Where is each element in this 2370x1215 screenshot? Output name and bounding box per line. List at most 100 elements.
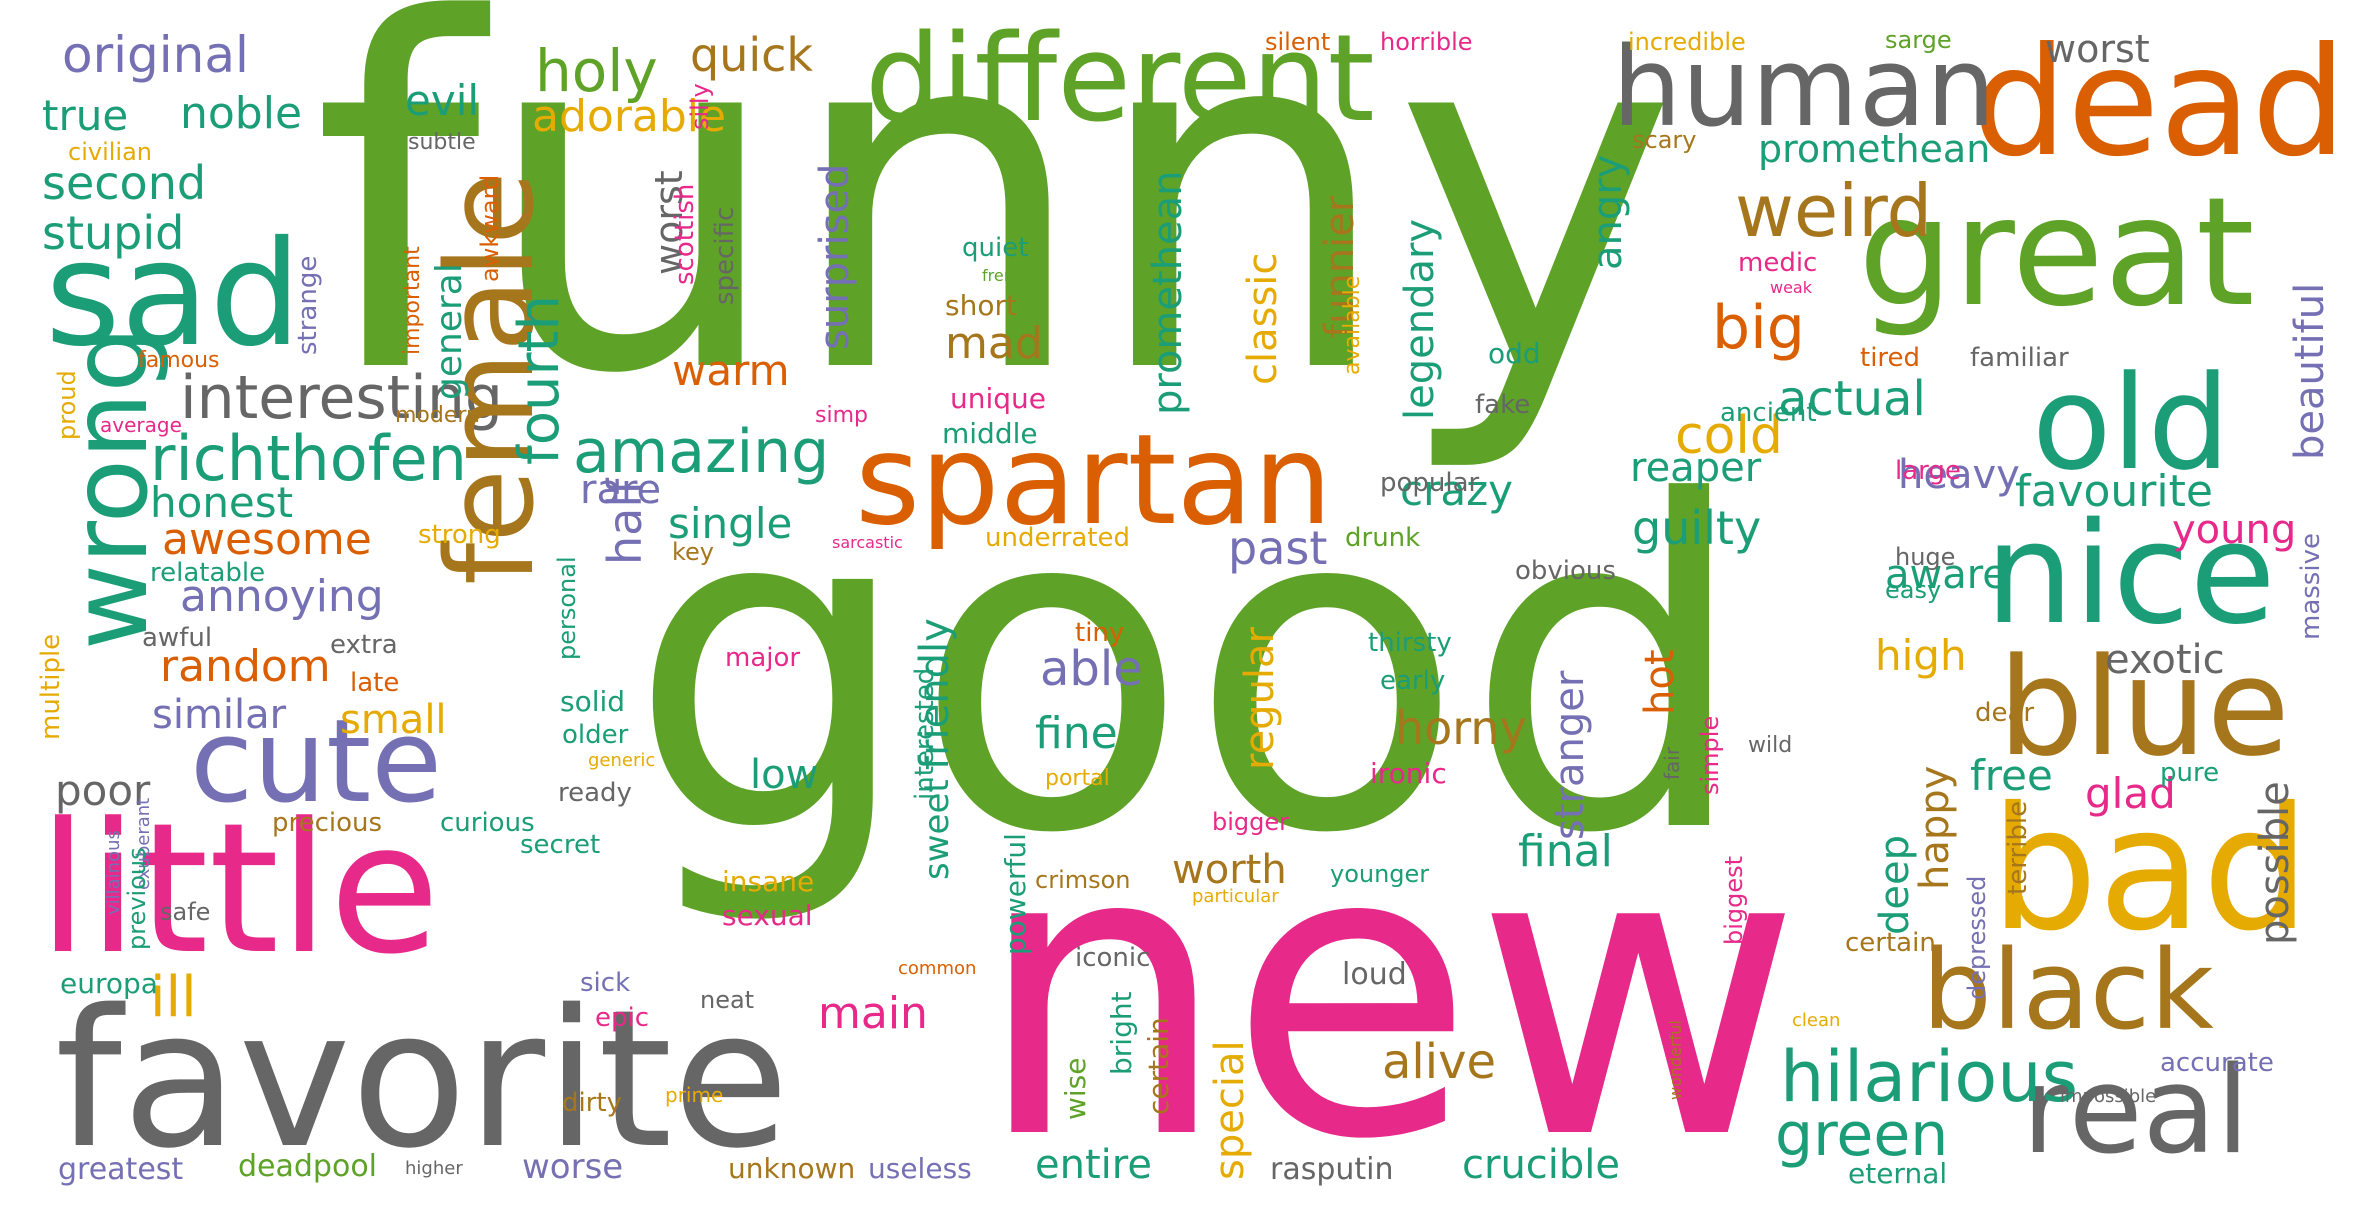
word-half: half: [598, 478, 652, 565]
word-honest: honest: [150, 478, 294, 527]
word-happy: happy: [1912, 765, 1958, 890]
word-unique: unique: [950, 382, 1047, 415]
word-odd: odd: [1488, 337, 1541, 370]
word-higher: prime: [665, 1083, 724, 1107]
word-clean: loud: [1342, 957, 1407, 992]
word-previous: previous: [123, 847, 151, 950]
word-reaper: reaper: [1630, 445, 1762, 491]
word-favorite: favorite: [55, 969, 790, 1190]
word-sarge: sarge: [1885, 26, 1952, 54]
word-massive: massive: [2296, 533, 2326, 640]
word-new: new: [975, 762, 1802, 1215]
word-heavy: heavy: [1898, 452, 2020, 498]
word-noble: noble: [180, 88, 303, 139]
word-portal: portal: [1045, 766, 1110, 791]
word-horrible: horrible: [1380, 28, 1473, 56]
word-cold: cold: [1675, 406, 1783, 466]
word-drunk: drunk: [1345, 523, 1421, 553]
word-regular: regular: [1237, 627, 1283, 770]
word-accurate: impossible: [2060, 1086, 2157, 1107]
word-worth: worth: [1172, 847, 1287, 893]
word-original: original: [62, 26, 249, 84]
word-special: special: [1207, 1040, 1253, 1180]
word-stupid: stupid: [42, 206, 185, 260]
word-favourite: favourite: [2015, 466, 2213, 517]
word-good: good: [628, 408, 1750, 932]
word-obvious: obvious: [1515, 556, 1616, 586]
word-safe: safe: [160, 898, 211, 926]
word-simp: simp: [815, 403, 868, 428]
word-neat: epic: [595, 1003, 650, 1033]
word-guilty: guilty: [1632, 501, 1762, 555]
word-iconic: common: [898, 958, 977, 979]
word-important: important: [400, 246, 425, 355]
word-extra: extra: [330, 630, 398, 660]
word-wise: wise: [1059, 1057, 1092, 1121]
word-holy: holy: [535, 37, 658, 105]
word-beautiful: beautiful: [2287, 282, 2333, 460]
word-major: major: [725, 643, 801, 673]
word-french: french: [982, 266, 1033, 285]
word-incredible: incredible: [1628, 28, 1746, 56]
word-hot: hot: [1637, 649, 1683, 715]
word-solid: solid: [560, 685, 626, 718]
word-wrong: amazing: [573, 417, 830, 487]
word-angry: angry: [1585, 154, 1631, 270]
word-ill: old: [2032, 347, 2231, 499]
word-familiar: familiar: [1970, 343, 2069, 373]
word-medic: medic: [1738, 248, 1818, 278]
word-ready: ready: [558, 778, 632, 808]
word-able: able: [1040, 641, 1143, 697]
word-female: interesting: [180, 363, 503, 433]
word-amazing: richthofen: [150, 422, 467, 495]
word-late: late: [350, 668, 400, 698]
word-popular: popular: [1380, 468, 1480, 498]
word-civilian: civilian: [68, 138, 152, 166]
word-little: little: [38, 785, 440, 994]
word-useless: useless: [868, 1152, 972, 1185]
word-rare: rare: [580, 467, 662, 513]
word-eternal: eternal: [1848, 1157, 1948, 1190]
word-loud: iconic: [1075, 943, 1151, 973]
word-normal: worst: [2045, 27, 2150, 71]
word-common: neat: [700, 986, 755, 1014]
word-spartan: spartan: [855, 408, 1333, 553]
word-available: available: [1340, 275, 1365, 375]
word-biggest: biggest: [1720, 855, 1748, 945]
word-secret: secret: [520, 830, 601, 860]
word-black: black: [1922, 926, 2214, 1054]
word-deep: deep: [1872, 835, 1918, 935]
word-modern: modern: [395, 403, 480, 428]
word-final: final: [1518, 826, 1613, 877]
word-low: low: [750, 752, 819, 798]
word-strong: strong: [418, 520, 501, 550]
word-evil: evil: [405, 76, 480, 125]
word-surprised: surprised: [812, 163, 858, 350]
word-bad: bad: [1990, 771, 2310, 969]
word-certain: certain: [1142, 1017, 1175, 1115]
word-middle: middle: [942, 417, 1038, 450]
word-worse: worse: [522, 1147, 624, 1187]
word-wild: wild: [1748, 733, 1793, 758]
word-random: random: [160, 641, 331, 692]
word-strange: strange: [293, 255, 323, 355]
word-poor: poor: [55, 766, 151, 815]
word-insane: insane: [722, 865, 815, 898]
word-short: short: [945, 289, 1017, 322]
word-younger: younger: [1330, 860, 1430, 888]
word-green: green: [1775, 1100, 1949, 1170]
word-relatable: relatable: [150, 558, 266, 588]
word-double: promethean: [1758, 127, 1991, 171]
word-subtle: subtle: [408, 130, 476, 155]
word-villainous: villainous: [103, 830, 124, 915]
word-great: great: [1858, 166, 2255, 340]
word-second: second: [42, 156, 207, 210]
word-greatest: greatest: [58, 1152, 184, 1187]
word-personal: personal: [553, 556, 581, 660]
word-unknown: unknown: [728, 1152, 856, 1185]
word-epic: sick: [580, 968, 631, 998]
word-fourth: fourth: [507, 295, 572, 465]
word-alive: alive: [1382, 1034, 1497, 1090]
word-ironic: ironic: [1370, 757, 1447, 790]
word-impossible: wonderful: [1666, 1020, 1685, 1100]
